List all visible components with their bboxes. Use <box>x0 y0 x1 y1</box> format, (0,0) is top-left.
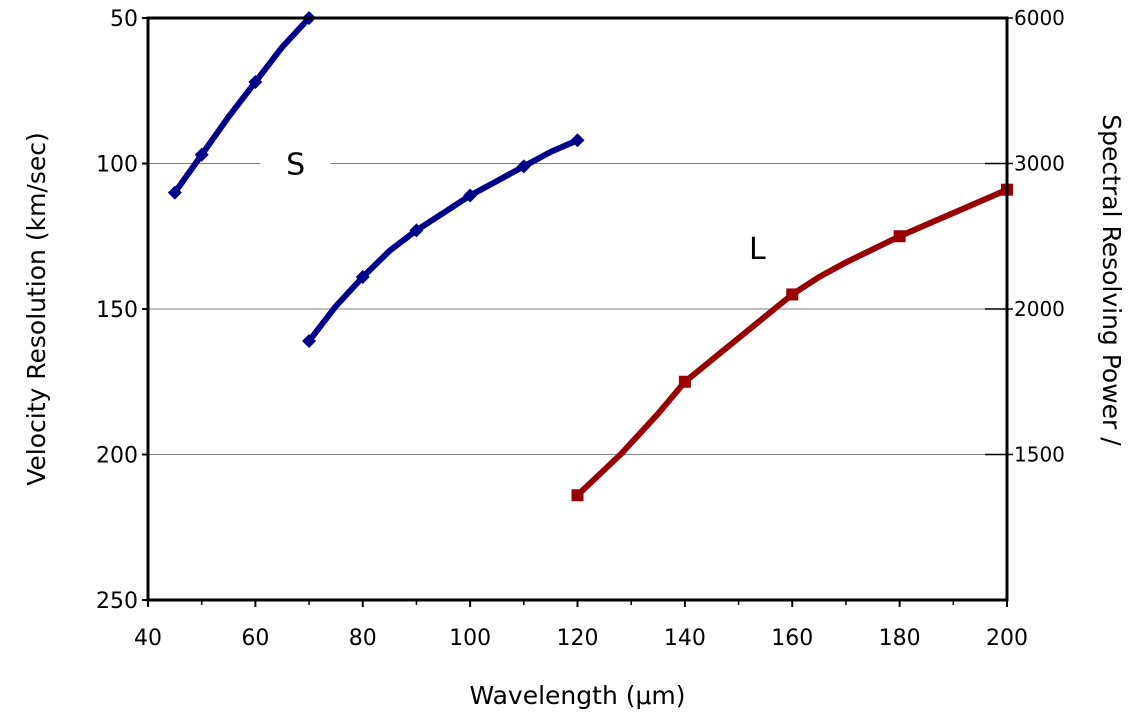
y2-tick-label-6000: 6000 <box>1014 6 1065 30</box>
x-tick-label-80: 80 <box>349 626 377 651</box>
x-tick-label-60: 60 <box>241 626 269 651</box>
x-tick-label-120: 120 <box>557 626 599 651</box>
tick-labels: 40 60 80 100 120 140 160 180 200 50 100 150 200 250 60… <box>96 6 1065 651</box>
y-tick-label-200: 200 <box>96 444 138 469</box>
series-s-point-8 <box>516 159 531 174</box>
series-l-point-2 <box>786 288 799 301</box>
x-tick-label-100: 100 <box>449 626 491 651</box>
series-l-point-0 <box>571 489 584 502</box>
series-s-point-9 <box>570 133 585 148</box>
series-layer <box>167 11 1013 502</box>
series-s-point-4 <box>302 334 317 349</box>
series-s-line-0 <box>171 15 313 196</box>
x-tick-label-200: 200 <box>986 626 1028 651</box>
series-s-point-6 <box>409 223 424 238</box>
series-s <box>167 11 585 349</box>
series-s-point-0 <box>167 185 182 200</box>
series-label-s-backing <box>260 141 331 182</box>
gridlines <box>148 141 1007 455</box>
series-s-point-7 <box>463 188 478 203</box>
y-tick-label-50: 50 <box>110 7 138 32</box>
series-s-line-1 <box>306 137 581 344</box>
axes <box>142 17 1013 607</box>
series-l-point-3 <box>893 230 906 243</box>
x-tick-label-40: 40 <box>134 626 162 651</box>
y2-tick-label-3000: 3000 <box>1014 152 1065 176</box>
y-axis-label: Velocity Resolution (km/sec) <box>22 132 51 486</box>
x-tick-label-140: 140 <box>664 626 706 651</box>
y-tick-label-100: 100 <box>96 153 138 178</box>
y2-tick-label-1500: 1500 <box>1014 443 1065 467</box>
series-l <box>571 183 1013 502</box>
y2-axis-label: Spectral Resolving Power / <box>1097 114 1126 446</box>
series-label-l: L <box>749 232 766 267</box>
x-tick-label-160: 160 <box>771 626 813 651</box>
series-label-s: S <box>286 148 305 183</box>
x-axis-label: Wavelength (μm) <box>469 681 685 710</box>
series-l-line-0 <box>574 186 1010 499</box>
y-tick-label-150: 150 <box>96 298 138 323</box>
y2-tick-label-2000: 2000 <box>1014 297 1065 321</box>
y-tick-label-250: 250 <box>96 589 138 614</box>
series-s-point-5 <box>355 269 370 284</box>
x-tick-label-180: 180 <box>879 626 921 651</box>
series-s-point-1 <box>194 147 209 162</box>
series-s-point-2 <box>248 75 263 90</box>
series-l-point-1 <box>678 375 691 388</box>
